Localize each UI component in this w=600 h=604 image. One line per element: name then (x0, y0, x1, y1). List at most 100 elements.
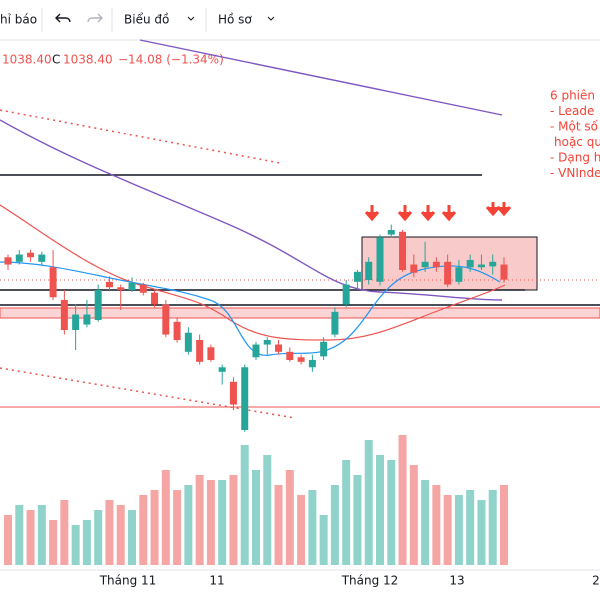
volume-bar (128, 510, 136, 565)
volume-bar (195, 475, 204, 565)
ohlc-change: −14.08 (−1.34%) (118, 53, 224, 67)
volume-bar (466, 490, 475, 565)
volume-bar (353, 475, 362, 565)
candle-body (286, 351, 294, 360)
volume-bar (342, 460, 351, 565)
volume-bar (376, 455, 384, 565)
indicators-button[interactable]: hỉ báo (0, 13, 37, 27)
candle-body (432, 261, 440, 268)
candle-body (241, 367, 249, 430)
candle-body (477, 264, 485, 268)
candle-body (500, 264, 508, 280)
volume-bar (184, 485, 193, 565)
candle-body (207, 347, 215, 360)
ohlc-value: 1038.40 (63, 53, 113, 67)
candle-body (105, 281, 113, 288)
annotation-line: - Dạng h (550, 151, 600, 165)
volume-bar (308, 490, 317, 565)
candle-body (353, 271, 361, 282)
ma-line (0, 204, 506, 341)
volume-bar (82, 520, 91, 565)
volume-bar (60, 500, 69, 565)
candle-body (72, 314, 80, 330)
volume-bar (105, 500, 114, 565)
volume-bar (150, 490, 159, 565)
candle-body (421, 261, 429, 268)
candle-body (151, 292, 159, 305)
candle-body (263, 340, 271, 345)
candle-body (308, 360, 316, 368)
volume-bar (240, 445, 249, 565)
x-tick-label: 11 (209, 574, 224, 588)
annotation-line: - VNInde (550, 166, 600, 180)
ma-line (139, 39, 503, 116)
profile-menu[interactable]: Hồ sơ (218, 13, 252, 27)
x-tick-label: Tháng 12 (341, 574, 399, 588)
candle-body (275, 344, 283, 352)
annotation-line: - Leade (550, 104, 594, 118)
candle-body (455, 267, 463, 282)
arrows (364, 202, 512, 222)
volume-bar (218, 480, 227, 565)
annotation-line: - Một số (550, 120, 599, 134)
volume-bar (4, 515, 12, 565)
volume-bar (432, 485, 441, 565)
trend-line (0, 109, 281, 164)
volume-bar (116, 505, 125, 565)
support-zone (0, 307, 600, 319)
ohlc-label: C (52, 53, 60, 67)
volume-bar (15, 505, 24, 565)
volume-bar (443, 495, 452, 565)
candle-body (196, 340, 204, 362)
toolbar (0, 0, 600, 40)
volume-bar (488, 490, 497, 565)
volume-bar (206, 480, 215, 565)
volume-bar (398, 435, 407, 565)
volume-bar (285, 470, 294, 565)
volume-bar (37, 505, 46, 565)
volume-bar (330, 485, 339, 565)
volume-bar (500, 485, 508, 565)
volume-bar (49, 520, 58, 565)
candle-body (489, 261, 497, 267)
volume-bar (26, 510, 35, 565)
candle-body (49, 267, 57, 298)
annotation-line: hoặc qu (554, 135, 600, 149)
volume-bar (477, 500, 486, 565)
candle-body (38, 254, 46, 262)
volume-bar (252, 470, 260, 565)
candle-body (139, 284, 147, 293)
volume-bar (263, 455, 272, 565)
candle-body (466, 260, 474, 268)
volume-bar (454, 495, 463, 565)
trend-line (0, 367, 296, 419)
volume-bar (71, 525, 80, 565)
volume-bar (274, 485, 283, 565)
candle-body (399, 231, 407, 270)
drawings (0, 39, 600, 419)
candle-body (387, 230, 395, 235)
x-tick-label: 13 (449, 574, 464, 588)
volume-bar (421, 480, 430, 565)
redo-button[interactable] (87, 13, 103, 23)
candle-body (60, 300, 68, 330)
candle-body (162, 304, 170, 335)
volume-bar (319, 515, 328, 565)
candle-body (376, 237, 384, 282)
undo-button[interactable] (55, 13, 71, 23)
volume-bar (387, 460, 396, 565)
candle-body (365, 261, 373, 280)
candle-body (342, 284, 350, 305)
candle-body (444, 261, 452, 285)
candle-body (218, 367, 226, 372)
candle-body (15, 254, 23, 262)
candle-body (320, 341, 328, 357)
volume-bar (364, 440, 373, 565)
x-tick-label: Tháng 11 (99, 574, 157, 588)
chart-menu[interactable]: Biểu đồ (124, 13, 169, 27)
candle-body (331, 311, 339, 335)
volume-bar (139, 495, 148, 565)
volume-bar (297, 495, 306, 565)
annotation-line: 6 phiên (550, 89, 595, 103)
candle-body (128, 282, 136, 290)
